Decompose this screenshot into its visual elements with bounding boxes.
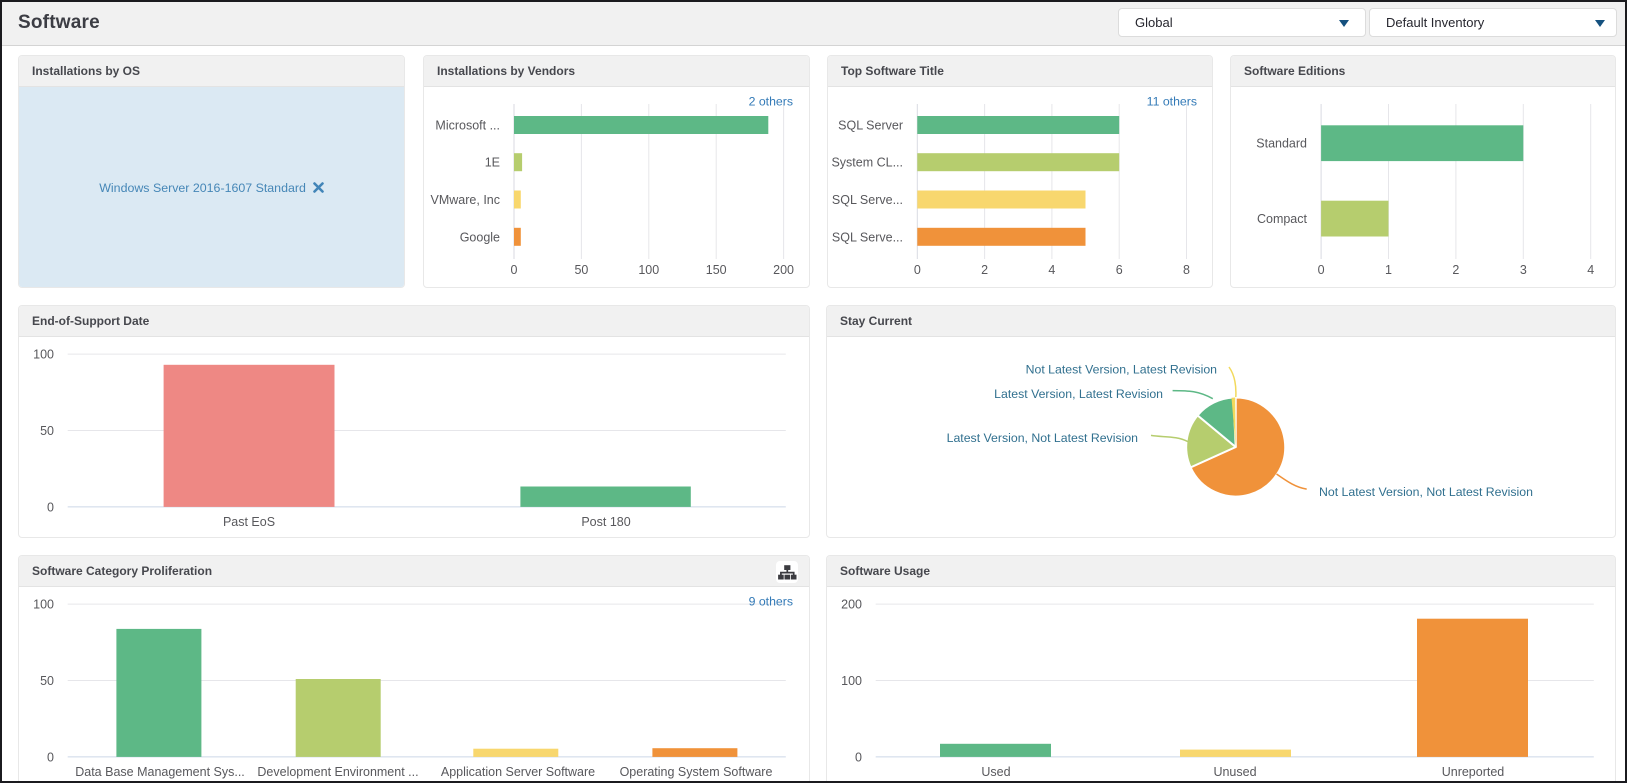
svg-text:Unreported: Unreported bbox=[1442, 765, 1505, 779]
svg-text:100: 100 bbox=[841, 674, 862, 688]
svg-text:Standard: Standard bbox=[1256, 137, 1307, 151]
svg-text:Microsoft ...: Microsoft ... bbox=[435, 119, 500, 133]
svg-text:3: 3 bbox=[1520, 263, 1527, 277]
svg-text:6: 6 bbox=[1116, 263, 1123, 277]
svg-text:150: 150 bbox=[706, 263, 727, 277]
svg-text:Compact: Compact bbox=[1257, 212, 1308, 226]
svg-text:SQL Serve...: SQL Serve... bbox=[832, 230, 903, 244]
svg-text:4: 4 bbox=[1048, 263, 1055, 277]
svg-text:Data Base Management Sys...: Data Base Management Sys... bbox=[75, 765, 245, 779]
svg-text:0: 0 bbox=[1318, 263, 1325, 277]
svg-text:200: 200 bbox=[773, 263, 794, 277]
svg-text:SQL Serve...: SQL Serve... bbox=[832, 193, 903, 207]
svg-text:0: 0 bbox=[511, 263, 518, 277]
svg-text:Not Latest Version, Latest Rev: Not Latest Version, Latest Revision bbox=[1026, 363, 1218, 377]
svg-text:System CL...: System CL... bbox=[831, 156, 903, 170]
svg-text:Development Environment ...: Development Environment ... bbox=[257, 765, 418, 779]
svg-text:50: 50 bbox=[40, 674, 54, 688]
svg-text:100: 100 bbox=[33, 598, 54, 612]
svg-text:100: 100 bbox=[33, 348, 54, 362]
svg-text:Operating System Software: Operating System Software bbox=[620, 765, 773, 779]
svg-text:2 others: 2 others bbox=[749, 95, 793, 109]
svg-text:4: 4 bbox=[1587, 263, 1594, 277]
svg-text:1E: 1E bbox=[485, 156, 500, 170]
svg-text:50: 50 bbox=[40, 424, 54, 438]
svg-text:Latest Version, Not Latest Rev: Latest Version, Not Latest Revision bbox=[947, 431, 1139, 445]
svg-text:Google: Google bbox=[460, 230, 500, 244]
svg-text:8: 8 bbox=[1183, 263, 1190, 277]
svg-text:0: 0 bbox=[914, 263, 921, 277]
svg-text:50: 50 bbox=[574, 263, 588, 277]
svg-text:Application Server Software: Application Server Software bbox=[441, 765, 595, 779]
svg-text:Post 180: Post 180 bbox=[581, 515, 630, 529]
svg-text:VMware, Inc: VMware, Inc bbox=[431, 193, 500, 207]
svg-text:9 others: 9 others bbox=[749, 595, 793, 609]
svg-text:SQL Server: SQL Server bbox=[838, 119, 903, 133]
svg-text:Latest Version, Latest Revisio: Latest Version, Latest Revision bbox=[994, 387, 1163, 401]
svg-text:Past EoS: Past EoS bbox=[223, 515, 275, 529]
svg-text:0: 0 bbox=[47, 500, 54, 514]
svg-text:0: 0 bbox=[47, 750, 54, 764]
svg-text:2: 2 bbox=[981, 263, 988, 277]
svg-text:200: 200 bbox=[841, 598, 862, 612]
svg-text:2: 2 bbox=[1452, 263, 1459, 277]
svg-text:100: 100 bbox=[638, 263, 659, 277]
svg-text:1: 1 bbox=[1385, 263, 1392, 277]
svg-text:Used: Used bbox=[981, 765, 1010, 779]
svg-text:Not Latest Version, Not Latest: Not Latest Version, Not Latest Revision bbox=[1319, 485, 1533, 499]
svg-text:0: 0 bbox=[855, 750, 862, 764]
svg-text:Unused: Unused bbox=[1213, 765, 1256, 779]
svg-text:11 others: 11 others bbox=[1147, 95, 1197, 109]
